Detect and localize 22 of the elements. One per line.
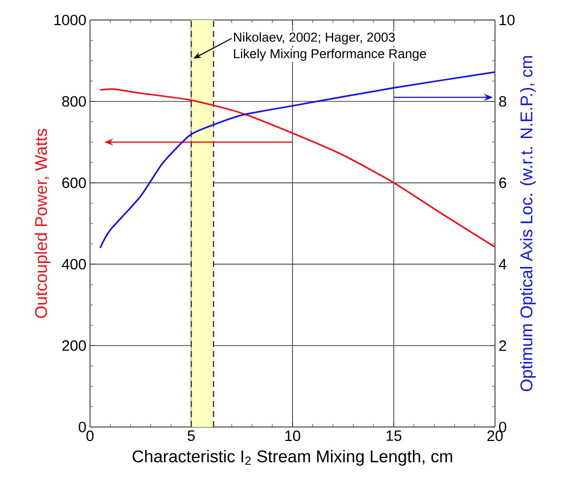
x-tick-label: 0 (86, 430, 94, 442)
y2-tick-label: 10 (500, 14, 515, 26)
x-axis-title: Characteristic I$_{2}$ Stream Mixing Length, cm (132, 450, 452, 466)
y2-tick-label: 6 (499, 178, 506, 188)
y2-tick-label: 0 (499, 422, 506, 432)
y-tick-label: 600 (62, 178, 86, 188)
x-tick-label: 10 (285, 430, 300, 442)
y-tick-label: 200 (62, 340, 86, 351)
x-tick-label: 15 (386, 430, 402, 441)
y-tick-label: 800 (62, 96, 86, 107)
y-tick-label: 0 (78, 422, 86, 432)
annotation: Likely Mixing Performance Range (234, 48, 426, 61)
y2-axis-title: Optimum Optical Axis Loc. (w.r.t. N.E.P.), cm (520, 56, 536, 392)
annotation: Nikolaev, 2002; Hager, 2003 (234, 32, 395, 44)
y-tick-label: 1000 (54, 14, 86, 26)
y-tick-label: 400 (62, 258, 86, 270)
y-axis-title: Outcoupled Power, Watts (34, 128, 50, 318)
x-tick-label: 20 (487, 430, 503, 442)
y2-tick-label: 2 (499, 340, 506, 351)
y2-tick-label: 8 (499, 96, 506, 107)
y2-tick-label: 4 (498, 259, 506, 270)
x-tick-label: 5 (188, 430, 195, 441)
